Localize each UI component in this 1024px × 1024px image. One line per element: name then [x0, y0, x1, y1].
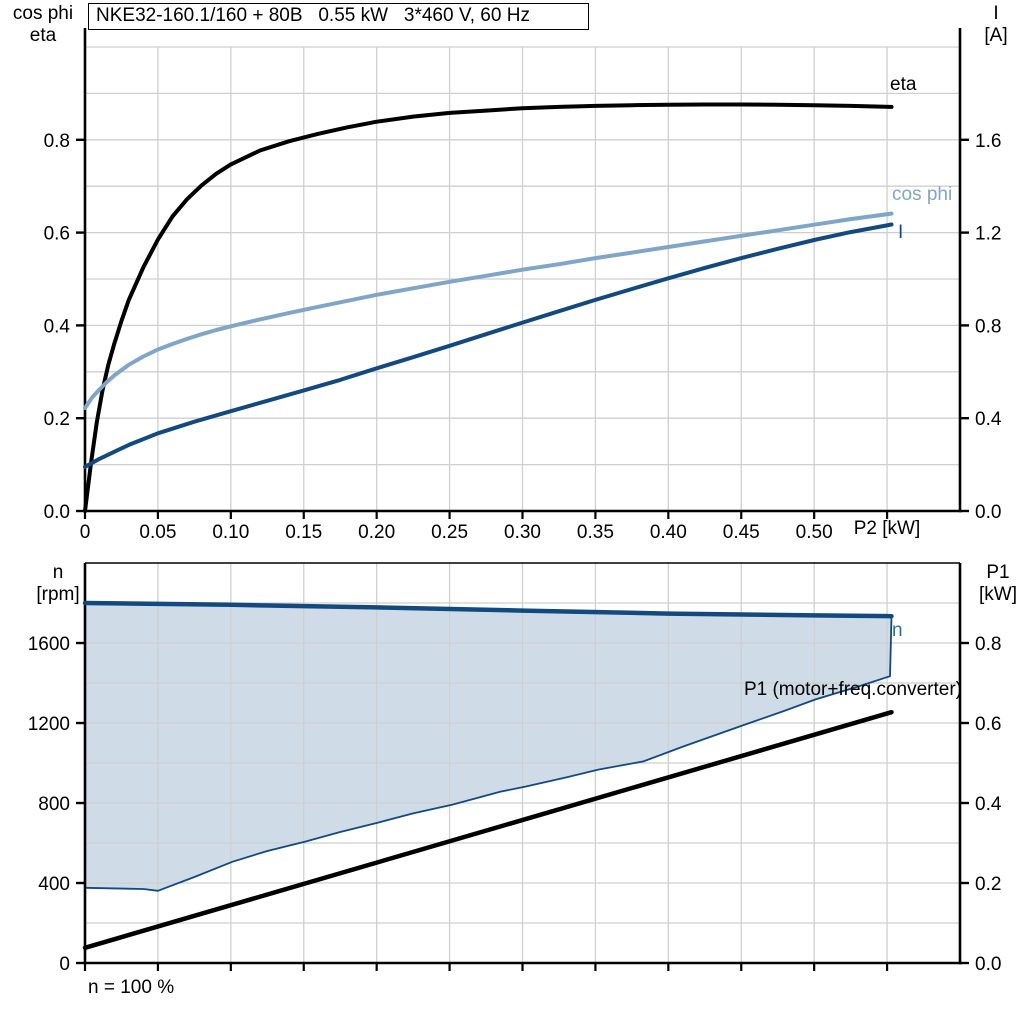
- n-curve: [82, 600, 894, 619]
- speed-range-lower-edge: [84, 616, 893, 892]
- current-curve: [83, 222, 894, 469]
- left-tick-label: 800: [38, 794, 70, 815]
- chart-title-box: NKE32-160.1/160 + 80B 0.55 kW 3*460 V, 6…: [88, 3, 589, 30]
- speed-footnote: n = 100 %: [88, 977, 175, 998]
- x-tick-label: 0.15: [285, 522, 322, 543]
- left-tick-label: 400: [38, 874, 70, 895]
- top-left-axis-label-line2: eta: [29, 25, 57, 46]
- x-tick-label: 0.10: [212, 522, 249, 543]
- current-curve-label: I: [898, 222, 904, 243]
- cosphi-curve: [83, 211, 894, 410]
- left-tick-label: 0.8: [44, 131, 70, 152]
- right-tick-label: 0.0: [975, 502, 1001, 523]
- right-tick-label: 0.0: [975, 954, 1001, 975]
- left-tick-label: 0.6: [44, 224, 70, 245]
- right-tick-label: 0.4: [975, 794, 1002, 815]
- eta-curve: [83, 102, 894, 513]
- left-tick-label: 0: [59, 954, 70, 975]
- right-tick-label: 1.6: [975, 131, 1001, 152]
- left-tick-label: 0.4: [44, 316, 71, 337]
- P1-curve: [82, 709, 894, 951]
- bottom-left-axis-label-line1: n: [52, 562, 64, 583]
- left-tick-label: 0.0: [44, 502, 70, 523]
- p1-curve-label: P1 (motor+freq.converter): [743, 679, 962, 700]
- bottom-right-axis-label-line1: P1: [986, 562, 1010, 583]
- left-tick-label: 1200: [28, 714, 70, 735]
- x-tick-label: 0.20: [358, 522, 395, 543]
- left-tick-label: 0.2: [44, 409, 70, 430]
- right-tick-label: 0.6: [975, 714, 1001, 735]
- eta-curve-label: eta: [890, 74, 917, 95]
- cos-phi-curve-label: cos phi: [892, 184, 953, 205]
- x-tick-label: 0.45: [723, 522, 760, 543]
- x-tick-label: 0.30: [504, 522, 541, 543]
- x-axis-unit-label: P2 [kW]: [853, 518, 921, 539]
- left-tick-label: 1600: [28, 634, 70, 655]
- right-tick-label: 0.8: [975, 316, 1001, 337]
- bottom-left-axis-label-line2: [rpm]: [36, 584, 80, 605]
- x-tick-label: 0.50: [796, 522, 833, 543]
- x-tick-label: 0.40: [650, 522, 687, 543]
- speed-range-fill: [85, 603, 892, 891]
- x-tick-label: 0.35: [577, 522, 614, 543]
- top-left-axis-label-line1: cos phi: [12, 3, 74, 24]
- right-tick-label: 0.4: [975, 409, 1002, 430]
- right-tick-label: 1.2: [975, 224, 1001, 245]
- right-tick-label: 0.2: [975, 874, 1001, 895]
- right-tick-label: 0.8: [975, 634, 1001, 655]
- bottom-right-axis-label-line2: [kW]: [979, 584, 1017, 605]
- n-curve-label: n: [892, 620, 903, 641]
- top-right-axis-label-line1: I: [993, 3, 999, 24]
- x-tick-label: 0.25: [431, 522, 468, 543]
- x-tick-label: 0: [80, 522, 91, 543]
- top-right-axis-label-line2: [A]: [984, 25, 1008, 46]
- x-tick-label: 0.05: [139, 522, 176, 543]
